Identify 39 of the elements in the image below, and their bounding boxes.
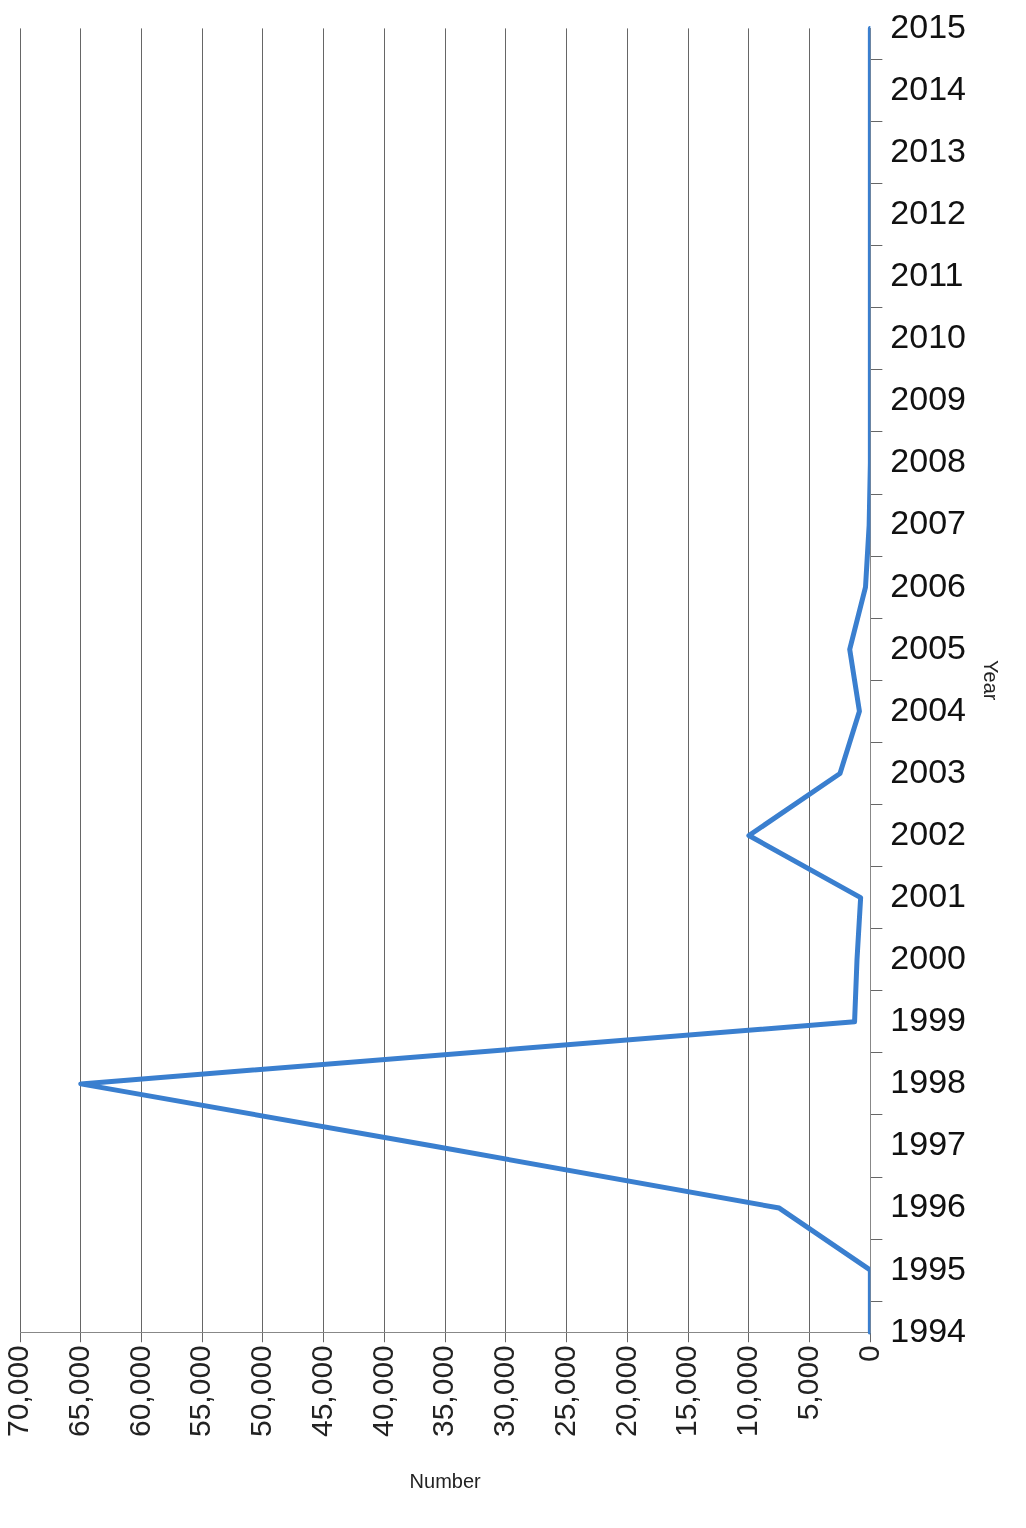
- x-tick-label: 10,000: [730, 1345, 764, 1438]
- y-tick-label: 1997: [890, 1124, 966, 1163]
- x-tick-label: 5,000: [790, 1345, 824, 1421]
- y-tick-label: 1996: [890, 1186, 966, 1225]
- x-tick-label: 60,000: [122, 1345, 156, 1438]
- y-tick-label: 1998: [890, 1062, 966, 1101]
- x-tick-label: 30,000: [487, 1345, 521, 1438]
- y-tick-label: 2010: [890, 317, 966, 356]
- y-tick-label: 2005: [890, 627, 966, 666]
- y-tick-label: 2002: [890, 813, 966, 852]
- y-tick-label: 2004: [890, 689, 966, 728]
- y-tick-label: 2014: [890, 68, 966, 107]
- x-tick-label: 40,000: [365, 1345, 399, 1438]
- x-tick-label: 20,000: [608, 1345, 642, 1438]
- x-tick-label: 35,000: [426, 1345, 460, 1438]
- x-tick-label: 15,000: [669, 1345, 703, 1438]
- y-tick-label: 2000: [890, 938, 966, 977]
- x-tick-label: 25,000: [547, 1345, 581, 1438]
- y-tick-label: 2015: [890, 6, 966, 45]
- x-tick-label: 50,000: [244, 1345, 278, 1438]
- y-tick-label: 1995: [890, 1248, 966, 1287]
- y-tick-label: 2012: [890, 193, 966, 232]
- y-tick-label: 2001: [890, 876, 966, 914]
- x-tick-label: 55,000: [183, 1345, 217, 1438]
- y-axis-title: Year: [980, 660, 1003, 701]
- x-tick-label: 0: [851, 1345, 885, 1362]
- y-tick-label: 2006: [890, 565, 966, 604]
- y-tick-label: 2009: [890, 379, 966, 418]
- x-tick-label: 65,000: [62, 1345, 96, 1438]
- y-tick-label: 2003: [890, 751, 966, 790]
- y-tick-label: 1999: [890, 1000, 966, 1039]
- x-tick-label: 45,000: [304, 1345, 338, 1438]
- x-tick-label: 70,000: [1, 1345, 35, 1438]
- x-axis-title: Number: [409, 1469, 482, 1492]
- y-tick-label: 2008: [890, 441, 966, 480]
- y-tick-label: 2013: [890, 130, 966, 169]
- y-tick-label: 1994: [890, 1310, 966, 1349]
- y-tick-label: 2007: [890, 503, 966, 542]
- y-tick-label: 2011: [890, 255, 964, 294]
